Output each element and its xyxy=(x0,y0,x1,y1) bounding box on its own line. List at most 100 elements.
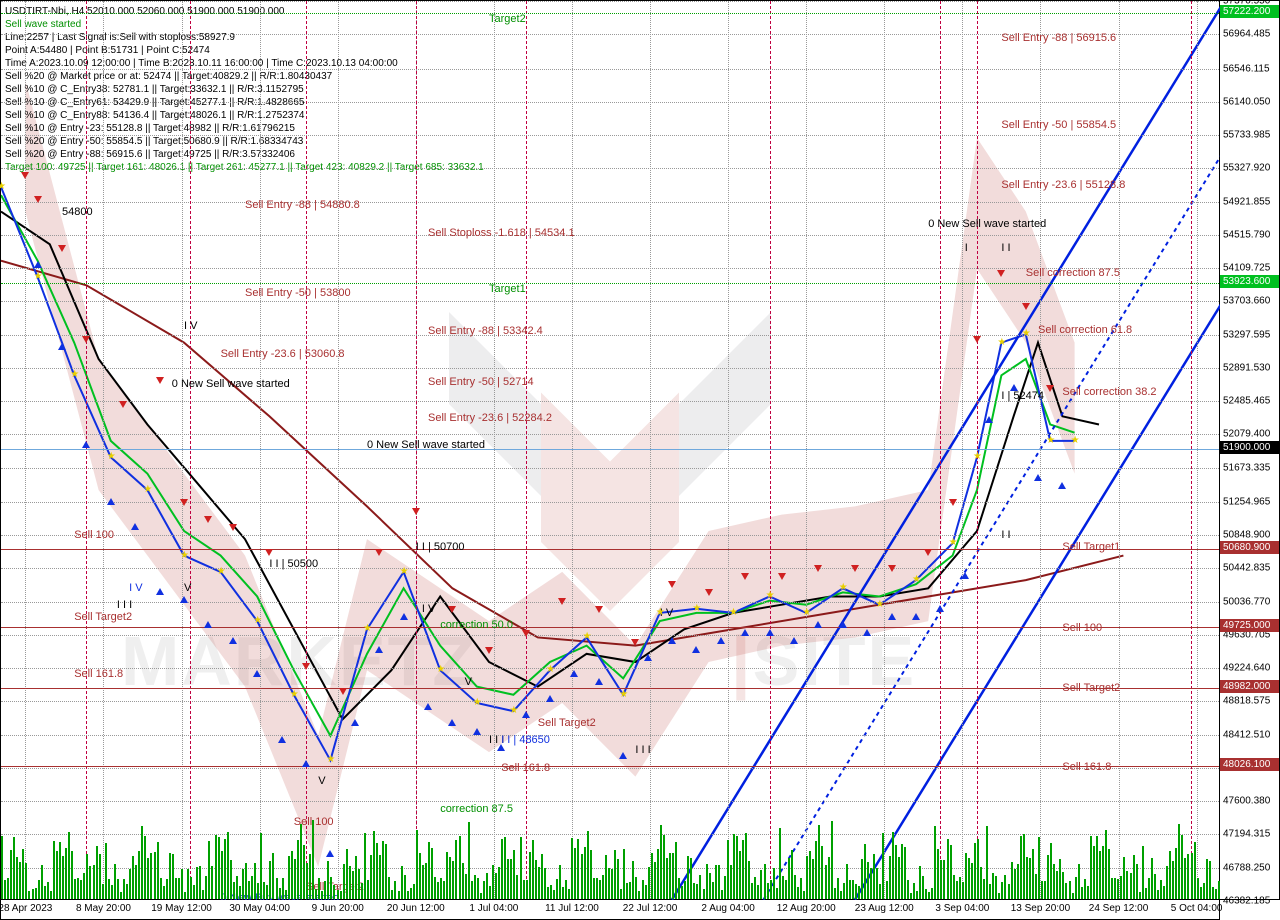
volume-bar xyxy=(913,883,915,899)
info-line: Sell %10 @ C_Entry88: 54136.4 || Target:… xyxy=(5,109,484,122)
x-tick: 13 Sep 20:00 xyxy=(1011,903,1071,914)
volume-bar xyxy=(724,876,726,899)
volume-bar xyxy=(684,881,686,899)
volume-bar xyxy=(300,824,302,899)
volume-bar xyxy=(199,866,201,899)
volume-bar xyxy=(742,840,744,899)
volume-bar xyxy=(812,859,814,899)
volume-bar xyxy=(849,880,851,899)
volume-bar xyxy=(309,854,311,899)
signal-star-icon: ★ xyxy=(1071,435,1080,446)
volume-bar xyxy=(1194,842,1196,899)
volume-bar xyxy=(825,865,827,899)
arrow-up-icon xyxy=(692,646,700,653)
signal-star-icon: ★ xyxy=(656,607,665,618)
volume-bar xyxy=(343,864,345,899)
volume-bar xyxy=(501,839,503,899)
chart-annotation: I I xyxy=(1001,242,1010,254)
grid-line-h xyxy=(1,735,1219,736)
volume-bar xyxy=(523,880,525,899)
volume-bar xyxy=(1023,834,1025,899)
signal-star-icon: ★ xyxy=(949,537,958,548)
signal-star-icon: ★ xyxy=(766,590,775,601)
info-line: Sell %20 @ Entry -50: 55854.5 || Target:… xyxy=(5,135,484,148)
x-tick: 23 Aug 12:00 xyxy=(855,903,914,914)
volume-bar xyxy=(315,889,317,899)
volume-bar xyxy=(1145,888,1147,899)
volume-bar xyxy=(279,888,281,899)
volume-bar xyxy=(480,893,482,899)
chart-annotation: I I xyxy=(1001,529,1010,541)
volume-bar xyxy=(751,883,753,899)
volume-bar xyxy=(617,859,619,899)
chart-annotation: 0 New Sell wave started xyxy=(928,218,1046,230)
volume-bar xyxy=(873,854,875,899)
y-tick: 55327.920 xyxy=(1223,163,1270,174)
volume-bar xyxy=(147,858,149,899)
volume-bar xyxy=(736,836,738,899)
volume-bar xyxy=(895,845,897,899)
volume-bar xyxy=(218,837,220,899)
arrow-down-icon xyxy=(888,565,896,572)
arrow-down-icon xyxy=(705,589,713,596)
volume-bar xyxy=(599,880,601,899)
info-line: Sell %10 @ Entry -23: 55128.8 || Target:… xyxy=(5,122,484,135)
volume-bar xyxy=(254,863,256,899)
grid-line-h xyxy=(1,434,1219,435)
volume-bar xyxy=(1114,878,1116,899)
volume-bar xyxy=(321,891,323,899)
volume-bar xyxy=(1075,877,1077,899)
y-tick: 52079.400 xyxy=(1223,429,1270,440)
volume-bar xyxy=(611,869,613,899)
volume-bar xyxy=(1056,871,1058,899)
volume-bar xyxy=(974,843,976,899)
x-axis: 28 Apr 20238 May 20:0019 May 12:0030 May… xyxy=(0,900,1220,920)
volume-bar xyxy=(1178,824,1180,899)
arrow-up-icon xyxy=(1034,474,1042,481)
volume-bar xyxy=(828,857,830,899)
volume-bar xyxy=(1215,889,1217,899)
volume-bar xyxy=(739,851,741,899)
arrow-down-icon xyxy=(82,336,90,343)
signal-star-icon: ★ xyxy=(729,607,738,618)
volume-bar xyxy=(886,881,888,899)
y-axis: 57370.55056964.48556546.11556140.0505573… xyxy=(1220,0,1280,900)
info-line: Point A:54480 | Point B:51731 | Point C:… xyxy=(5,44,484,57)
arrow-up-icon xyxy=(1058,482,1066,489)
volume-bar xyxy=(745,833,747,899)
volume-bar xyxy=(1133,855,1135,899)
volume-bar xyxy=(782,876,784,899)
arrow-down-icon xyxy=(814,565,822,572)
volume-bar xyxy=(1181,835,1183,899)
chart-annotation: 54800 xyxy=(62,206,93,218)
price-chart[interactable]: MARKETZ |SITE USDTIRT-Nbi, H4 52010.000 … xyxy=(0,0,1220,900)
volume-bar xyxy=(980,867,982,899)
arrow-up-icon xyxy=(326,850,334,857)
volume-bar xyxy=(1105,830,1107,899)
volume-bar xyxy=(943,860,945,899)
grid-line-h xyxy=(1,335,1219,336)
volume-bar xyxy=(297,840,299,899)
chart-annotation: V xyxy=(184,582,191,594)
volume-bar xyxy=(28,891,30,899)
volume-bar xyxy=(150,853,152,899)
info-line: Sell %10 @ C_Entry38: 52781.1 || Target:… xyxy=(5,83,484,96)
volume-bar xyxy=(608,868,610,899)
volume-bar xyxy=(47,882,49,899)
volume-bar xyxy=(346,849,348,899)
arrow-up-icon xyxy=(888,613,896,620)
arrow-down-icon xyxy=(851,565,859,572)
chart-annotation: Sell 161.8 xyxy=(501,762,550,774)
arrow-up-icon xyxy=(424,703,432,710)
x-tick: 24 Sep 12:00 xyxy=(1089,903,1149,914)
volume-bar xyxy=(1096,836,1098,899)
volume-bar xyxy=(190,877,192,899)
chart-annotation: I xyxy=(965,242,968,254)
signal-star-icon: ★ xyxy=(143,484,152,495)
volume-bar xyxy=(144,836,146,899)
volume-bar xyxy=(364,833,366,899)
volume-bar xyxy=(1151,858,1153,899)
arrow-down-icon xyxy=(924,549,932,556)
volume-bar xyxy=(312,820,314,899)
volume-bar xyxy=(324,881,326,899)
